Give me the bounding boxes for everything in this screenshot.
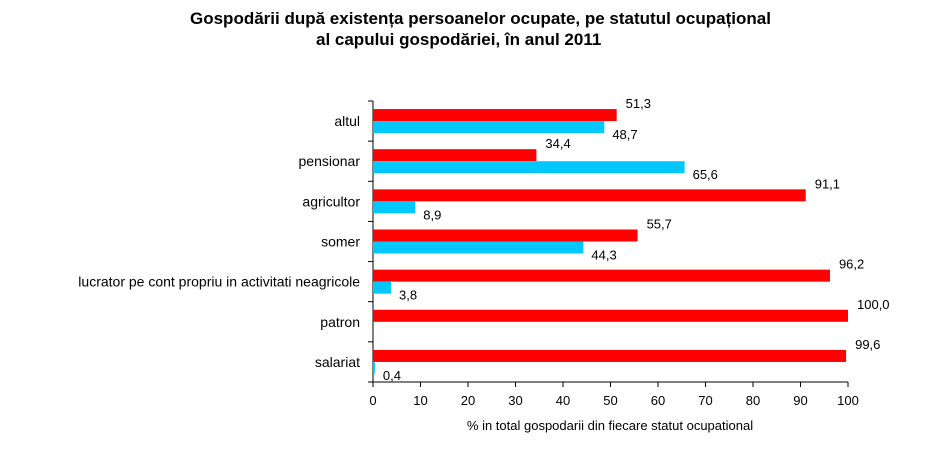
data-label-series-red: 100,0 — [857, 297, 890, 312]
data-label-series-cyan: 8,9 — [423, 207, 441, 222]
bar-series-cyan — [373, 201, 416, 214]
x-tick-label: 70 — [698, 393, 712, 408]
x-tick-label: 50 — [603, 393, 617, 408]
chart-bars — [373, 109, 848, 374]
data-label-series-cyan: 3,8 — [399, 288, 417, 303]
bar-series-red — [373, 109, 617, 122]
bar-series-cyan — [373, 241, 584, 254]
bar-series-red — [373, 229, 638, 242]
data-label-series-red: 96,2 — [839, 257, 864, 272]
category-label: agricultor — [302, 193, 360, 209]
category-label: salariat — [315, 354, 360, 370]
x-tick-label: 90 — [793, 393, 807, 408]
bar-series-cyan — [373, 161, 685, 174]
bar-series-cyan — [373, 361, 375, 374]
bar-series-cyan — [373, 121, 605, 134]
data-label-series-red: 55,7 — [647, 217, 672, 232]
x-axis-label: % in total gospodarii din fiecare statut… — [467, 418, 753, 433]
category-label: somer — [321, 234, 360, 250]
data-label-series-red: 99,6 — [855, 337, 880, 352]
chart-tick-labels: 0 10 20 30 40 50 60 70 80 90 100 — [369, 393, 858, 408]
category-label: altul — [334, 113, 360, 129]
chart-title-line-2: al capului gospodăriei, în anul 2011 — [316, 30, 602, 49]
chart-title-line-1: Gospodării după existența persoanelor oc… — [190, 9, 771, 28]
bar-series-red — [373, 149, 537, 162]
data-label-series-cyan: 0,4 — [383, 368, 401, 383]
x-tick-label: 40 — [556, 393, 570, 408]
data-label-series-red: 34,4 — [545, 136, 570, 151]
x-tick-label: 80 — [746, 393, 760, 408]
chart-data-labels: 51,3 48,7 34,4 65,6 91,1 8,9 55,7 44,3 96,2 3,8 10… — [383, 96, 890, 383]
category-label: patron — [320, 314, 360, 330]
bar-series-red — [373, 309, 848, 322]
bar-series-red — [373, 189, 806, 202]
x-tick-label: 20 — [461, 393, 475, 408]
data-label-series-red: 91,1 — [815, 176, 840, 191]
chart-category-labels: altul pensionar agricultor somer lucrator pe… — [78, 113, 360, 370]
x-tick-label: 10 — [413, 393, 427, 408]
bar-series-red — [373, 349, 847, 362]
data-label-series-cyan: 48,7 — [612, 127, 637, 142]
x-tick-label: 0 — [369, 393, 376, 408]
bar-series-cyan — [373, 281, 392, 294]
x-tick-label: 60 — [651, 393, 665, 408]
x-tick-label: 100 — [837, 393, 859, 408]
x-tick-label: 30 — [508, 393, 522, 408]
data-label-series-red: 51,3 — [626, 96, 651, 111]
bar-series-red — [373, 269, 830, 282]
category-label: lucrator pe cont propriu in activitati n… — [78, 274, 360, 290]
category-label: pensionar — [299, 153, 361, 169]
data-label-series-cyan: 44,3 — [591, 248, 616, 263]
data-label-series-cyan: 65,6 — [693, 167, 718, 182]
